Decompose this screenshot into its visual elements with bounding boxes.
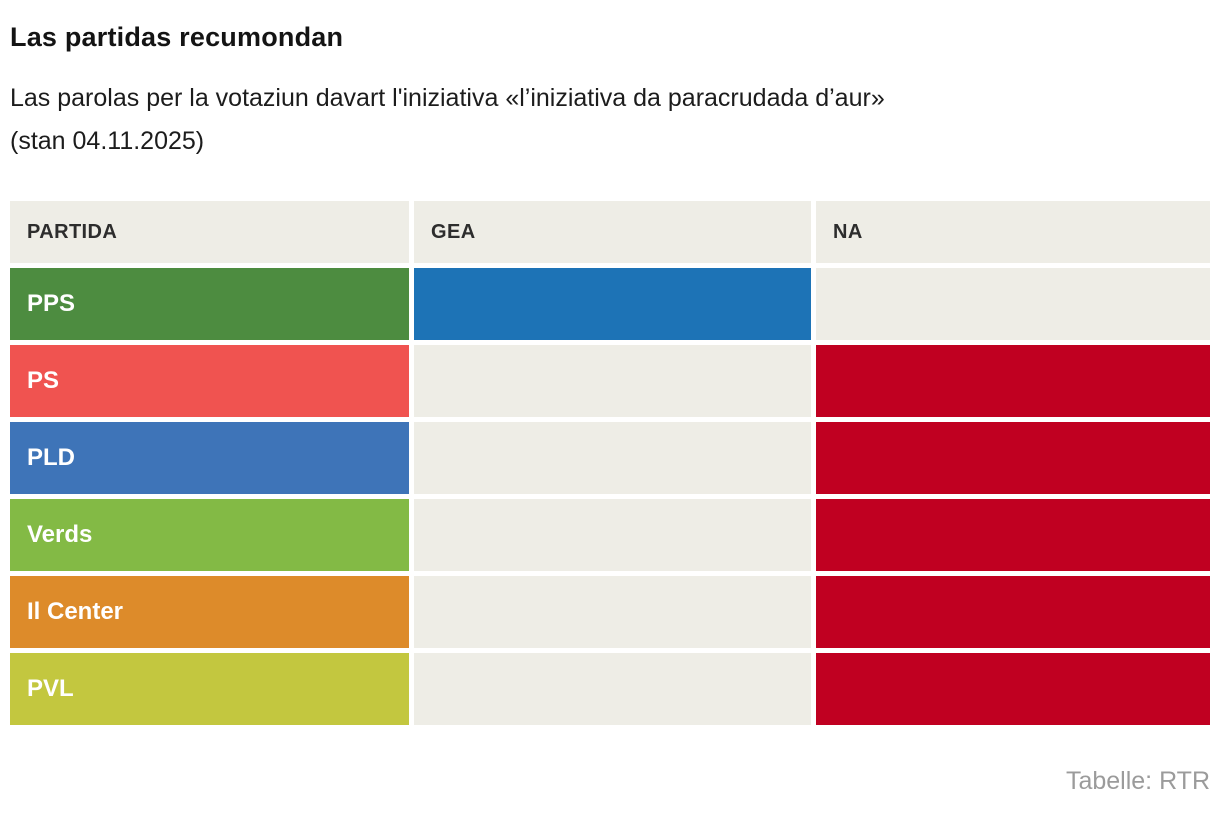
party-cell: PLD (10, 422, 409, 494)
party-cell: Verds (10, 499, 409, 571)
party-table: PARTIDA GEA NA PPS PS PLD Verds Il Cente… (10, 201, 1210, 725)
subtitle: Las parolas per la votaziun davart l'ini… (10, 77, 1210, 163)
na-cell (816, 576, 1210, 648)
party-label: PPS (27, 290, 76, 317)
party-label: PVL (27, 675, 74, 702)
gea-cell (414, 268, 811, 340)
na-cell (816, 422, 1210, 494)
gea-cell (414, 653, 811, 725)
gea-cell (414, 422, 811, 494)
party-label: Verds (27, 521, 93, 548)
na-cell (816, 499, 1210, 571)
column-header-partida: PARTIDA (10, 201, 409, 263)
party-cell: Il Center (10, 576, 409, 648)
party-cell: PS (10, 345, 409, 417)
party-label: PLD (27, 444, 75, 471)
subtitle-line-2: (stan 04.11.2025) (10, 127, 205, 155)
gea-cell (414, 576, 811, 648)
na-cell (816, 653, 1210, 725)
gea-cell (414, 345, 811, 417)
na-cell (816, 268, 1210, 340)
gea-cell (414, 499, 811, 571)
infographic: Las partidas recumondan Las parolas per … (10, 22, 1210, 795)
subtitle-line-1: Las parolas per la votaziun davart l'ini… (10, 84, 885, 112)
column-header-na: NA (816, 201, 1210, 263)
party-label: PS (27, 367, 60, 394)
na-cell (816, 345, 1210, 417)
party-label: Il Center (27, 598, 124, 625)
page-title: Las partidas recumondan (10, 22, 344, 52)
party-cell: PVL (10, 653, 409, 725)
column-header-gea: GEA (414, 201, 811, 263)
source-credit: Tabelle: RTR (1065, 767, 1210, 795)
party-cell: PPS (10, 268, 409, 340)
